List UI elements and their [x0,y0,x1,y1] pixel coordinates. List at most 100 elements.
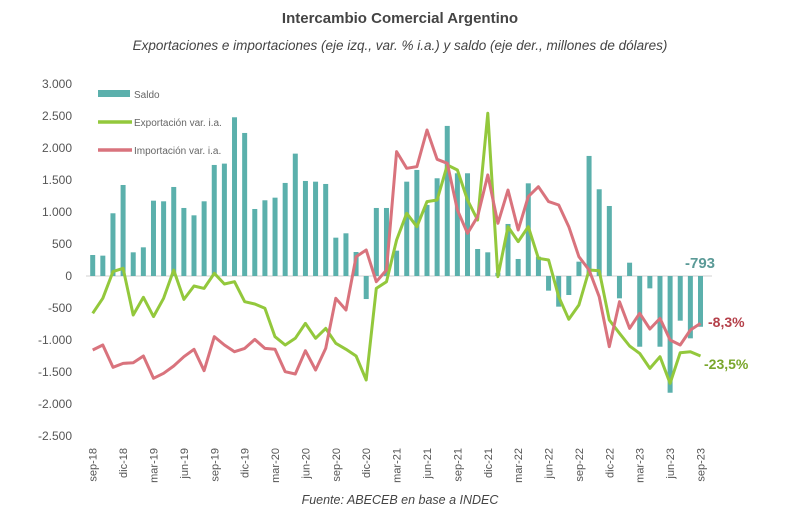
saldo-bar [687,276,693,339]
saldo-bar [586,155,592,276]
saldo-bar [90,255,96,276]
saldo-bar [505,223,511,276]
x-tick-label: jun-19 [179,448,191,480]
saldo-bar [465,173,471,276]
saldo-bar [232,117,238,276]
saldo-bar [242,132,248,276]
saldo-bar [110,213,116,276]
saldo-last-annotation: -793 [685,255,715,272]
saldo-bar [606,205,612,276]
y-tick-label: -1.000 [38,333,72,347]
y-tick-label: 1.500 [42,173,72,187]
saldo-bar [394,250,400,276]
x-tick-label: jun-23 [665,448,677,480]
saldo-bar [657,276,663,347]
saldo-bar [313,181,319,276]
saldo-bar [120,184,126,276]
chart-title: Intercambio Comercial Argentino [281,10,519,27]
x-tick-label: sep-18 [88,448,100,482]
saldo-bar [647,276,653,289]
legend-label: Importación var. i.a. [134,146,221,157]
saldo-bar [677,276,683,321]
saldo-bar [535,256,541,276]
saldo-bar [100,255,106,276]
y-tick-label: -2.500 [38,429,72,443]
saldo-bar [444,125,450,276]
saldo-bar [637,276,643,347]
saldo-bar [252,208,258,276]
x-tick-label: jun-21 [422,448,434,480]
x-tick-label: dic-22 [604,448,616,478]
x-tick-label: sep-19 [209,448,221,482]
y-tick-label: 2.500 [42,109,72,123]
y-tick-label: 2.000 [42,141,72,155]
x-tick-label: mar-22 [513,448,525,483]
saldo-bar [292,153,298,276]
legend-label: Saldo [134,90,160,101]
saldo-bar [383,207,389,276]
saldo-bar [363,276,369,300]
saldo-bar [181,207,187,276]
saldo-bar [546,276,552,291]
saldo-bar [221,163,227,276]
y-tick-label: 500 [52,237,72,251]
x-tick-label: sep-21 [452,448,464,482]
saldo-bar [515,258,521,276]
import-last-annotation: -8,3% [708,314,745,330]
x-tick-label: mar-21 [392,448,404,483]
saldo-bar [191,215,197,276]
y-tick-label: 1.000 [42,205,72,219]
saldo-bar [566,276,572,296]
saldo-bar [373,207,379,276]
saldo-bar [475,248,481,276]
saldo-bar [211,164,217,276]
saldo-bar [140,247,146,276]
saldo-bar [150,200,156,276]
saldo-bar [130,252,136,276]
export-line [91,111,702,385]
saldo-bar [282,182,288,276]
saldo-bar [333,237,339,276]
saldo-bar [272,197,278,276]
saldo-bar [434,178,440,276]
import-line [92,128,702,380]
x-tick-label: mar-20 [270,448,282,483]
x-tick-label: jun-20 [300,448,312,480]
legend-swatch-saldo [98,90,130,97]
saldo-bar [171,186,177,276]
saldo-bar [627,262,633,276]
saldo-bar [302,180,308,276]
saldo-bar [161,201,167,276]
x-tick-label: mar-23 [635,448,647,483]
x-tick-label: sep-23 [696,448,708,482]
saldo-bar [343,233,349,276]
x-tick-label: jun-22 [544,448,556,480]
saldo-bar [262,200,268,276]
saldo-bar [201,201,207,276]
saldo-bar [576,261,582,276]
saldo-bar [404,181,410,276]
y-tick-label: -1.500 [38,365,72,379]
saldo-bar [485,252,491,276]
x-tick-label: dic-19 [240,448,252,478]
saldo-bar [323,183,329,276]
y-tick-label: -2.000 [38,397,72,411]
saldo-bar [667,276,673,393]
chart-source: Fuente: ABECEB en base a INDEC [301,493,499,507]
x-tick-label: sep-20 [331,448,343,482]
saldo-bar [596,189,602,276]
y-tick-label: 0 [65,269,72,283]
x-tick-label: mar-19 [148,448,160,483]
x-tick-label: dic-18 [118,448,130,478]
chart-subtitle: Exportaciones e importaciones (eje izq.,… [132,38,668,53]
legend-label: Exportación var. i.a. [134,118,222,129]
saldo-bar [698,276,703,327]
x-tick-label: dic-21 [483,448,495,478]
export-last-annotation: -23,5% [704,356,749,372]
y-tick-label: 3.000 [42,77,72,91]
saldo-bar [454,173,460,276]
x-tick-label: sep-22 [574,448,586,482]
saldo-bar [424,204,430,276]
